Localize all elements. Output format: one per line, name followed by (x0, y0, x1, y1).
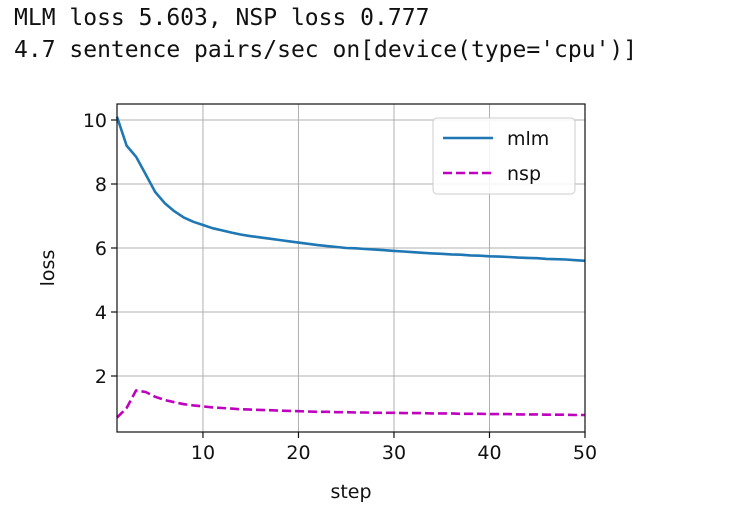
x-tick-label: 50 (573, 442, 597, 464)
legend-label-mlm: mlm (507, 128, 549, 150)
y-tick-label: 6 (95, 238, 107, 260)
series-line-mlm (115, 116, 586, 263)
output-line-throughput: 4.7 sentence pairs/sec on[device(type='c… (14, 37, 638, 63)
x-tick-label: 10 (191, 442, 215, 464)
output-line-losses: MLM loss 5.603, NSP loss 0.777 (14, 5, 430, 31)
legend-box (432, 117, 576, 195)
legend-label-nsp: nsp (507, 163, 541, 185)
x-tick-label: 20 (286, 442, 310, 464)
x-axis-label: step (330, 481, 371, 503)
y-axis-label: loss (37, 250, 59, 287)
legend: mlm nsp (432, 117, 576, 195)
x-tick-label: 40 (477, 442, 501, 464)
series-layer (115, 116, 586, 419)
x-tick-label: 30 (382, 442, 406, 464)
y-tick-label: 10 (83, 110, 107, 132)
y-tick-label: 8 (95, 174, 107, 196)
output-text: MLM loss 5.603, NSP loss 0.777 4.7 senten… (14, 2, 637, 66)
plot-frame (116, 103, 586, 433)
series-line-nsp (116, 389, 585, 419)
y-axis: 2 4 6 8 10 (83, 110, 117, 388)
x-axis: 10 20 30 40 50 (191, 432, 597, 464)
y-tick-label: 2 (95, 366, 107, 388)
y-tick-label: 4 (95, 302, 107, 324)
